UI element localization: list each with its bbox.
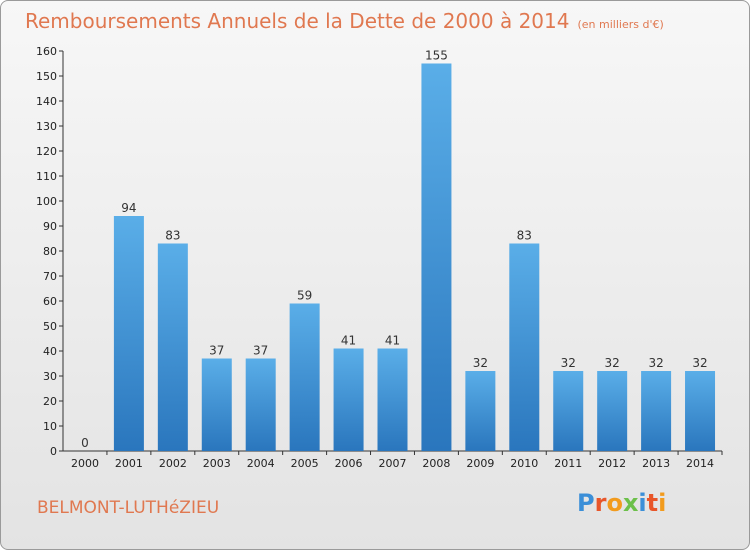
y-tick-label: 10: [43, 420, 57, 433]
bar-2013: [641, 371, 672, 451]
logo-letter: o: [606, 489, 623, 517]
x-tick-label: 2011: [554, 457, 582, 470]
bar-2011: [553, 371, 584, 451]
y-tick-label: 80: [43, 245, 57, 258]
value-label-2000: 0: [81, 436, 89, 450]
y-tick-label: 100: [36, 195, 57, 208]
value-label-2002: 83: [165, 229, 180, 243]
value-label-2006: 41: [341, 334, 356, 348]
x-tick-label: 2005: [291, 457, 319, 470]
x-tick-label: 2012: [598, 457, 626, 470]
value-label-2004: 37: [253, 344, 268, 358]
location-name: BELMONT-LUTHéZIEU: [37, 498, 220, 518]
x-tick-label: 2014: [686, 457, 714, 470]
y-tick-label: 140: [36, 95, 57, 108]
bar-2012: [597, 371, 628, 451]
value-label-2012: 32: [605, 356, 620, 370]
bar-2010: [509, 243, 540, 451]
bar-2006: [333, 348, 364, 451]
value-label-2011: 32: [561, 356, 576, 370]
x-tick-label: 2004: [247, 457, 275, 470]
y-tick-label: 150: [36, 70, 57, 83]
value-label-2005: 59: [297, 289, 312, 303]
logo-letter: i: [638, 489, 647, 517]
y-tick-label: 20: [43, 395, 57, 408]
logo-letter: i: [658, 489, 667, 517]
logo-letter: x: [622, 489, 639, 517]
y-tick-label: 40: [43, 345, 57, 358]
value-label-2014: 32: [692, 356, 707, 370]
proxiti-logo: Proxiti: [577, 489, 666, 517]
y-tick-label: 50: [43, 320, 57, 333]
y-tick-label: 30: [43, 370, 57, 383]
x-tick-label: 2006: [335, 457, 363, 470]
bar-2003: [201, 358, 232, 451]
bar-2009: [465, 371, 496, 451]
bar-2004: [245, 358, 276, 451]
title-unit: (en milliers d'€): [577, 18, 664, 31]
y-tick-label: 70: [43, 270, 57, 283]
value-label-2013: 32: [648, 356, 663, 370]
value-label-2003: 37: [209, 344, 224, 358]
y-tick-label: 120: [36, 145, 57, 158]
bar-2001: [113, 216, 144, 451]
value-label-2001: 94: [121, 201, 136, 215]
x-tick-label: 2002: [159, 457, 187, 470]
x-tick-label: 2013: [642, 457, 670, 470]
logo-letter: P: [577, 489, 595, 517]
x-tick-label: 2000: [71, 457, 99, 470]
bar-2007: [377, 348, 408, 451]
chart-title: Remboursements Annuels de la Dette de 20…: [25, 9, 664, 33]
y-tick-label: 130: [36, 120, 57, 133]
chart-bars: [113, 63, 716, 451]
value-label-2010: 83: [517, 229, 532, 243]
x-tick-label: 2001: [115, 457, 143, 470]
value-label-2008: 155: [425, 49, 448, 63]
bar-2008: [421, 63, 452, 451]
x-tick-label: 2008: [422, 457, 450, 470]
logo-letter: r: [594, 489, 607, 517]
value-label-2007: 41: [385, 334, 400, 348]
y-tick-label: 0: [50, 445, 57, 458]
title-text: Remboursements Annuels de la Dette de 20…: [25, 9, 570, 33]
x-tick-label: 2009: [466, 457, 494, 470]
y-tick-label: 90: [43, 220, 57, 233]
y-tick-label: 160: [36, 45, 57, 58]
y-tick-label: 60: [43, 295, 57, 308]
bar-2014: [685, 371, 716, 451]
y-tick-label: 110: [36, 170, 57, 183]
chart-axes: 0 10 20 30 40 50 60 70 80 90 100 110 120 130 140 150 160…: [36, 45, 723, 470]
chart-labels: 0 94 83 37 37 59 41 41 155 32 83 32 32 32 32: [81, 49, 708, 451]
bar-2005: [289, 303, 320, 451]
x-tick-label: 2003: [203, 457, 231, 470]
logo-letter: t: [646, 489, 659, 517]
value-label-2009: 32: [473, 356, 488, 370]
bar-2002: [157, 243, 188, 451]
x-tick-label: 2007: [379, 457, 407, 470]
x-tick-label: 2010: [510, 457, 538, 470]
